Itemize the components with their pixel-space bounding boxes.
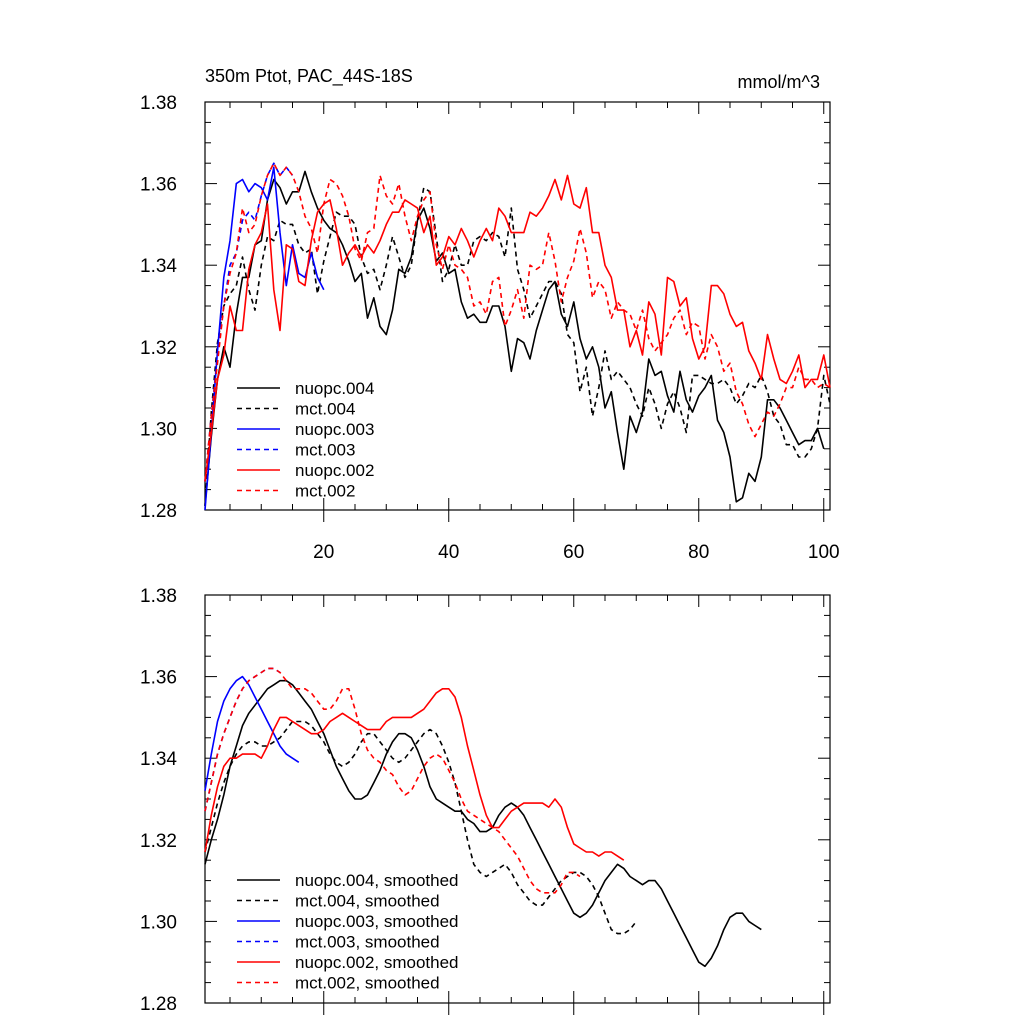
legend-label: nuopc.003 — [295, 420, 374, 439]
x-tick-label: 100 — [808, 542, 840, 563]
y-tick-label: 1.38 — [140, 586, 177, 607]
y-tick-label: 1.34 — [140, 256, 177, 277]
legend-label: nuopc.002, smoothed — [295, 953, 459, 972]
y-tick-label: 1.32 — [140, 338, 177, 359]
legend-label: mct.003, smoothed — [295, 933, 440, 952]
y-tick-label: 1.38 — [140, 93, 177, 114]
series-line-mct-002-smoothed — [204, 667, 581, 894]
legend-label: mct.002, smoothed — [295, 974, 440, 993]
x-tick-label: 80 — [688, 542, 709, 563]
x-tick-label: 60 — [563, 542, 584, 563]
plot-frame — [204, 594, 831, 1004]
series-line-nuopc-003 — [204, 166, 325, 511]
x-tick-label: 20 — [313, 542, 334, 563]
legend-label: nuopc.004, smoothed — [295, 871, 459, 890]
y-tick-label: 1.30 — [140, 912, 177, 933]
legend-label: nuopc.002 — [295, 461, 374, 480]
legend-label: mct.004, smoothed — [295, 892, 440, 911]
legend-label: mct.002 — [295, 482, 355, 501]
series-line-nuopc-004 — [204, 170, 825, 506]
y-tick-label: 1.34 — [140, 749, 177, 770]
panel-1: 1.28 1.30 1.32 1.34 1.36 1.38 20 40 60 80 100 350m … — [140, 66, 840, 563]
series-line-nuopc-004-smoothed — [204, 679, 762, 968]
series-line-nuopc-002-smoothed — [204, 688, 625, 861]
legend-label: mct.003 — [295, 441, 355, 460]
units-label: mmol/m^3 — [738, 72, 820, 92]
y-tick-label: 1.28 — [140, 501, 177, 522]
plot-frame — [204, 101, 831, 511]
y-tick-label: 1.28 — [140, 994, 177, 1015]
legend-label: nuopc.003, smoothed — [295, 912, 459, 931]
series-line-nuopc-003-smoothed — [204, 675, 300, 791]
panel-2: 1.28 1.30 1.32 1.34 1.36 1.38 nuopc.004, smoot… — [140, 586, 831, 1015]
y-tick-label: 1.36 — [140, 668, 177, 689]
legend-label: mct.004 — [295, 400, 355, 419]
series-line-nuopc-002 — [204, 174, 831, 482]
legend-label: nuopc.004 — [295, 379, 374, 398]
series-line-mct-003 — [204, 162, 294, 482]
chart-title: 350m Ptot, PAC_44S-18S — [205, 66, 413, 87]
y-tick-label: 1.32 — [140, 831, 177, 852]
y-tick-label: 1.36 — [140, 175, 177, 196]
y-tick-label: 1.30 — [140, 419, 177, 440]
x-tick-label: 40 — [438, 542, 459, 563]
series-line-mct-002 — [204, 162, 831, 482]
